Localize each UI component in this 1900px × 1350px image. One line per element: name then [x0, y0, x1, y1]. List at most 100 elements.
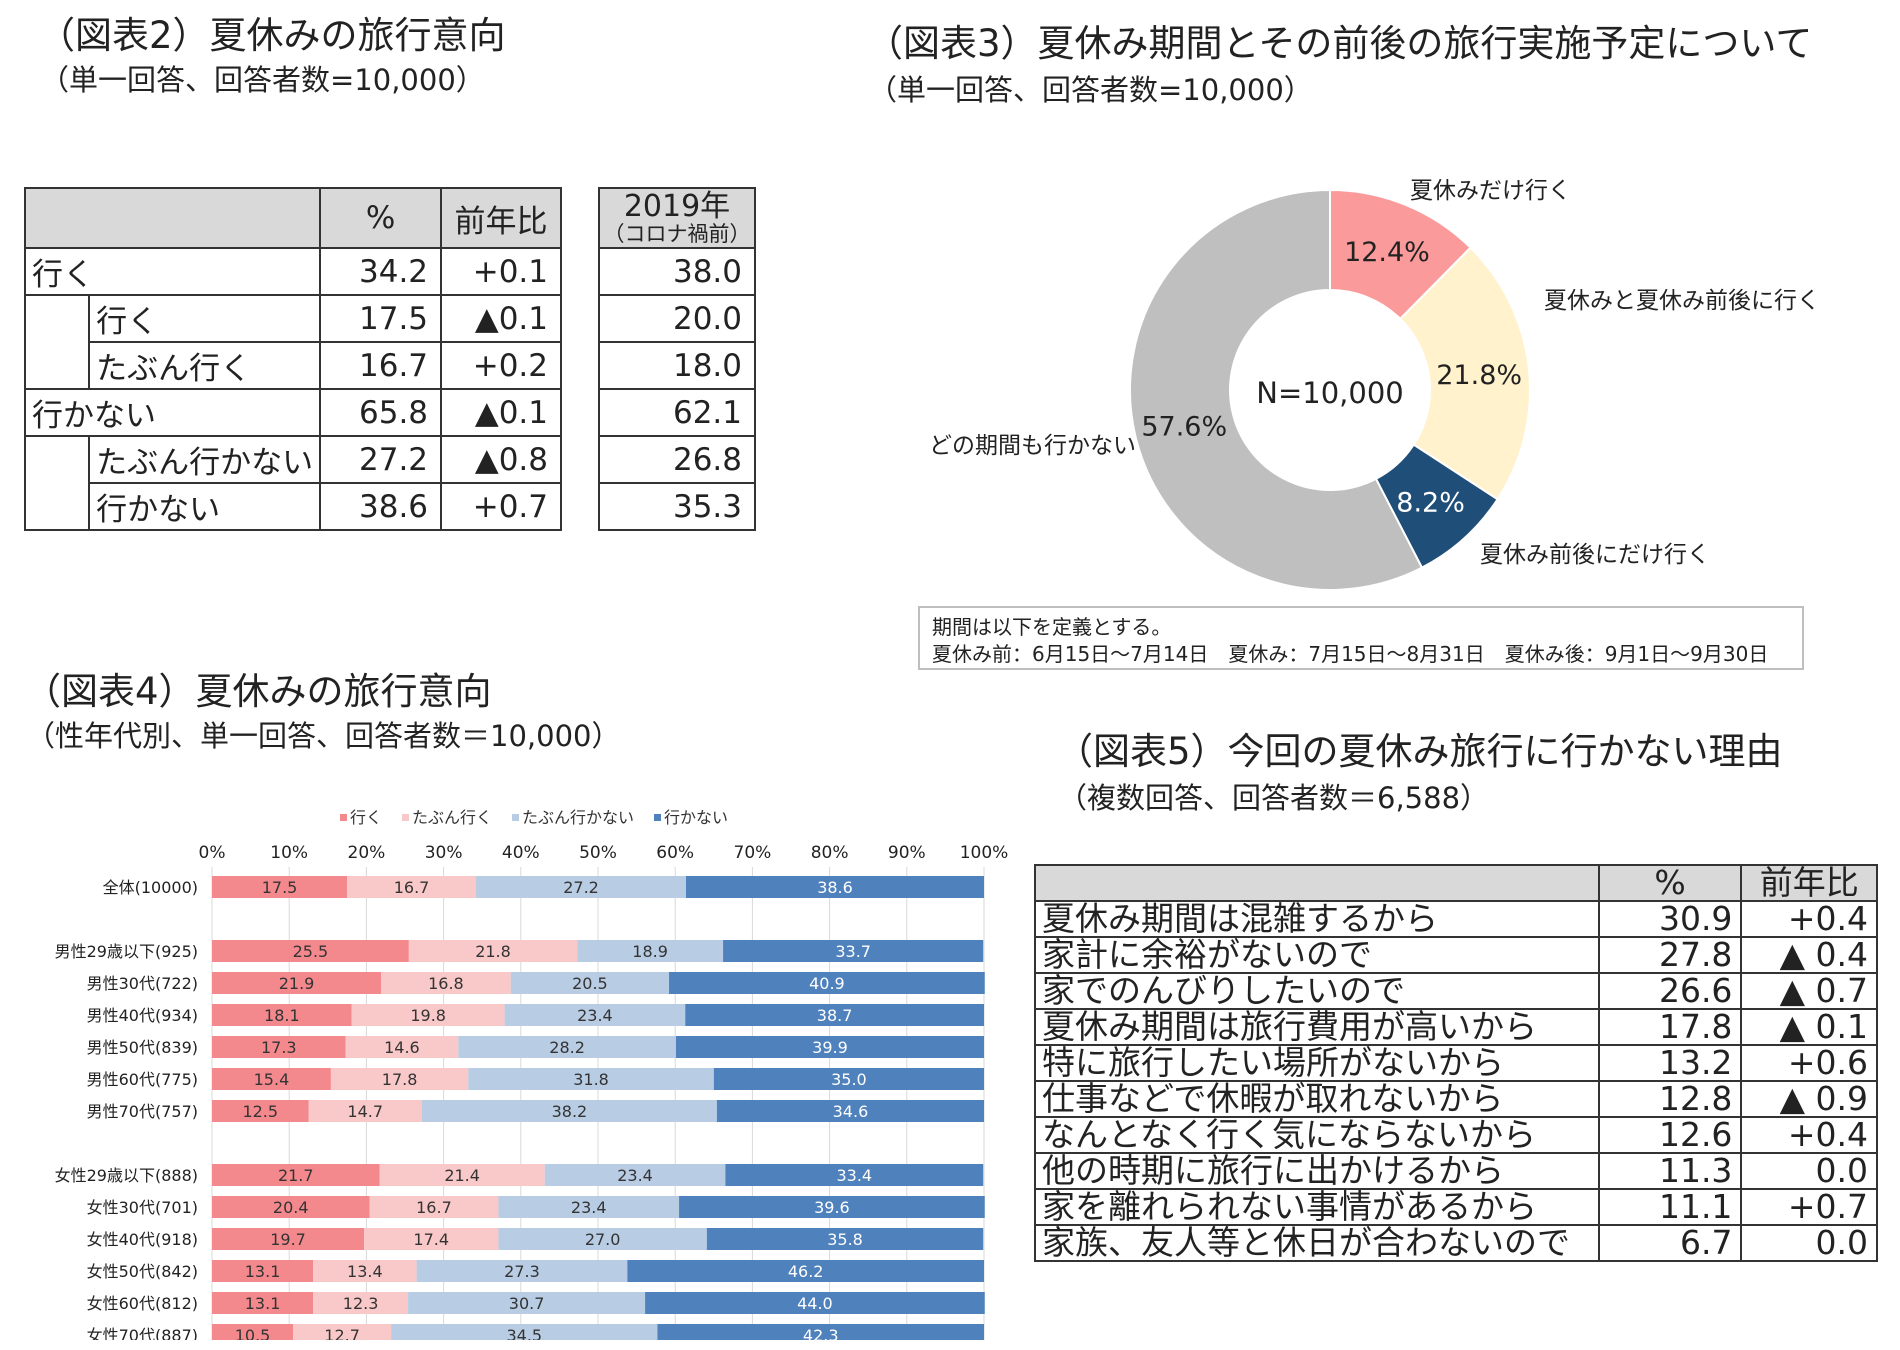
fig2-prev-value: 35.3 — [598, 482, 756, 531]
fig5-row-pct: 11.1 — [1597, 1188, 1743, 1226]
bar-value-label: 18.1 — [264, 1006, 300, 1025]
bar-value-label: 23.4 — [617, 1166, 653, 1185]
fig5-row-yoy: 0.0 — [1740, 1224, 1878, 1262]
fig2-prev-value: 18.0 — [598, 341, 756, 390]
bar-value-label: 33.4 — [836, 1166, 872, 1185]
fig5-row-pct: 13.2 — [1597, 1044, 1743, 1082]
bar-value-label: 21.9 — [279, 974, 315, 993]
donut-labels: 12.4% 夏休みだけ行く 21.8% 夏休みと夏休み前後に行く 8.2% 夏休み前後にだ… — [929, 178, 1820, 568]
bar-category-label: 男性30代(722) — [87, 974, 198, 993]
bar-value-label: 17.8 — [382, 1070, 418, 1089]
fig2-row-yoy: ▲0.1 — [440, 294, 562, 343]
fig5-row-pct: 11.3 — [1597, 1152, 1743, 1190]
bar-value-label: 38.2 — [552, 1102, 588, 1121]
bar-segment — [212, 1196, 370, 1218]
donut-value-label: 21.8% — [1436, 360, 1522, 391]
bar-segment — [713, 1068, 984, 1090]
donut-slice — [1398, 246, 1531, 501]
bar-value-label: 10.5 — [235, 1326, 271, 1340]
fig5-row-yoy: ▲ 0.4 — [1740, 936, 1878, 974]
bar-segment — [723, 940, 984, 962]
fig5-table: % 前年比 夏休み期間は混雑するから 30.9 +0.4 家計に余裕がないので 27.… — [1034, 864, 1878, 1262]
fig5-row-label: 特に旅行したい場所がないから — [1034, 1044, 1600, 1082]
fig5-row-yoy: ▲ 0.9 — [1740, 1080, 1878, 1118]
bar-legend: 行く たぶん行く たぶん行かない 行かない — [340, 808, 728, 827]
fig2-row-label: たぶん行く — [88, 341, 322, 390]
fig5-row-label: 夏休み期間は旅行費用が高いから — [1034, 1008, 1600, 1046]
bar-segment — [544, 1164, 726, 1186]
fig2-row-yoy: ▲0.1 — [440, 388, 562, 437]
bar-value-label: 21.4 — [444, 1166, 480, 1185]
bar-value-label: 15.4 — [254, 1070, 290, 1089]
fig5-row-yoy: +0.4 — [1740, 900, 1878, 938]
bar-segment — [212, 940, 409, 962]
bar-segment — [212, 876, 348, 898]
bar-segment — [347, 876, 477, 898]
legend-label: 行く — [350, 808, 382, 827]
bar-segment — [669, 972, 985, 994]
bar-segment — [313, 1260, 417, 1282]
donut-slice — [1129, 188, 1424, 591]
legend-label: たぶん行かない — [522, 808, 634, 827]
bar-value-label: 19.7 — [270, 1230, 306, 1249]
bar-value-label: 23.4 — [571, 1198, 607, 1217]
bar-segment — [293, 1324, 392, 1340]
fig5-row-label: 家族、友人等と休日が合わないので — [1034, 1224, 1600, 1262]
bar-category-label: 女性29歳以下(888) — [55, 1166, 198, 1185]
fig3-note-line2: 夏休み前：6月15日～7月14日 夏休み：7月15日～8月31日 夏休み後：9月… — [932, 642, 1769, 666]
legend-label: 行かない — [664, 808, 728, 827]
bar-value-label: 30.7 — [509, 1294, 545, 1313]
x-tick-label: 20% — [348, 843, 386, 863]
bar-value-label: 19.8 — [410, 1006, 446, 1025]
bar-value-label: 13.1 — [245, 1294, 281, 1313]
fig3-donut-chart: 12.4% 夏休みだけ行く 21.8% 夏休みと夏休み前後に行く 8.2% 夏休み前後にだ… — [929, 178, 1820, 591]
bar-value-label: 39.9 — [812, 1038, 848, 1057]
fig2-prev-header: 2019年 （コロナ禍前） — [598, 187, 756, 249]
fig2-indent — [23, 342, 91, 389]
x-tick-label: 50% — [579, 843, 617, 863]
bar-segment — [330, 1068, 469, 1090]
fig2-row-yoy: +0.7 — [440, 482, 562, 531]
bar-value-label: 35.0 — [831, 1070, 867, 1089]
x-tick-label: 60% — [656, 843, 694, 863]
fig4-subtitle: （性年代別、単一回答、回答者数＝10,000） — [26, 719, 621, 753]
x-tick-label: 40% — [502, 843, 540, 863]
fig5-row-label: なんとなく行く気にならないから — [1034, 1116, 1600, 1154]
bar-segment — [498, 1228, 707, 1250]
bar-value-label: 21.7 — [278, 1166, 314, 1185]
x-tick-label: 10% — [270, 843, 308, 863]
bar-category-label: 女性70代(887) — [87, 1326, 198, 1340]
fig5-row-yoy: 0.0 — [1740, 1152, 1878, 1190]
donut-value-label: 57.6% — [1141, 411, 1227, 442]
fig5-subtitle: （複数回答、回答者数＝6,588） — [1058, 781, 1490, 815]
bar-value-label: 16.8 — [428, 974, 464, 993]
bar-segment — [675, 1036, 984, 1058]
bar-category-label: 女性30代(701) — [87, 1198, 198, 1217]
bar-segment — [416, 1260, 628, 1282]
bar-category-label: 男性40代(934) — [87, 1006, 198, 1025]
bar-segment — [381, 972, 511, 994]
fig5-row-pct: 17.8 — [1597, 1008, 1743, 1046]
fig2-row-label: 行く — [23, 247, 322, 296]
bar-segment — [706, 1228, 984, 1250]
fig2-row-pct: 17.5 — [319, 294, 443, 343]
x-tick-label: 90% — [888, 843, 926, 863]
bar-segment — [645, 1292, 985, 1314]
bar-segment — [212, 1292, 314, 1314]
bar-category-label: 男性70代(757) — [87, 1102, 198, 1121]
fig3-note-line1: 期間は以下を定義とする。 — [932, 615, 1172, 639]
fig2-subtitle: （単一回答、回答者数=10,000） — [40, 63, 485, 97]
bar-value-label: 27.3 — [504, 1262, 540, 1281]
bar-segment — [657, 1324, 984, 1340]
bar-segment — [379, 1164, 545, 1186]
x-tick-label: 70% — [734, 843, 772, 863]
bar-value-label: 17.3 — [261, 1038, 297, 1057]
fig2-row-label: 行かない — [88, 482, 322, 531]
bar-value-label: 20.4 — [273, 1198, 309, 1217]
bar-segment — [345, 1036, 459, 1058]
fig2-prev-header-year: 2019年 — [623, 189, 731, 224]
legend-swatch — [402, 814, 409, 821]
bar-segment — [408, 1292, 646, 1314]
x-tick-label: 0% — [199, 843, 226, 863]
bar-value-label: 12.5 — [242, 1102, 278, 1121]
